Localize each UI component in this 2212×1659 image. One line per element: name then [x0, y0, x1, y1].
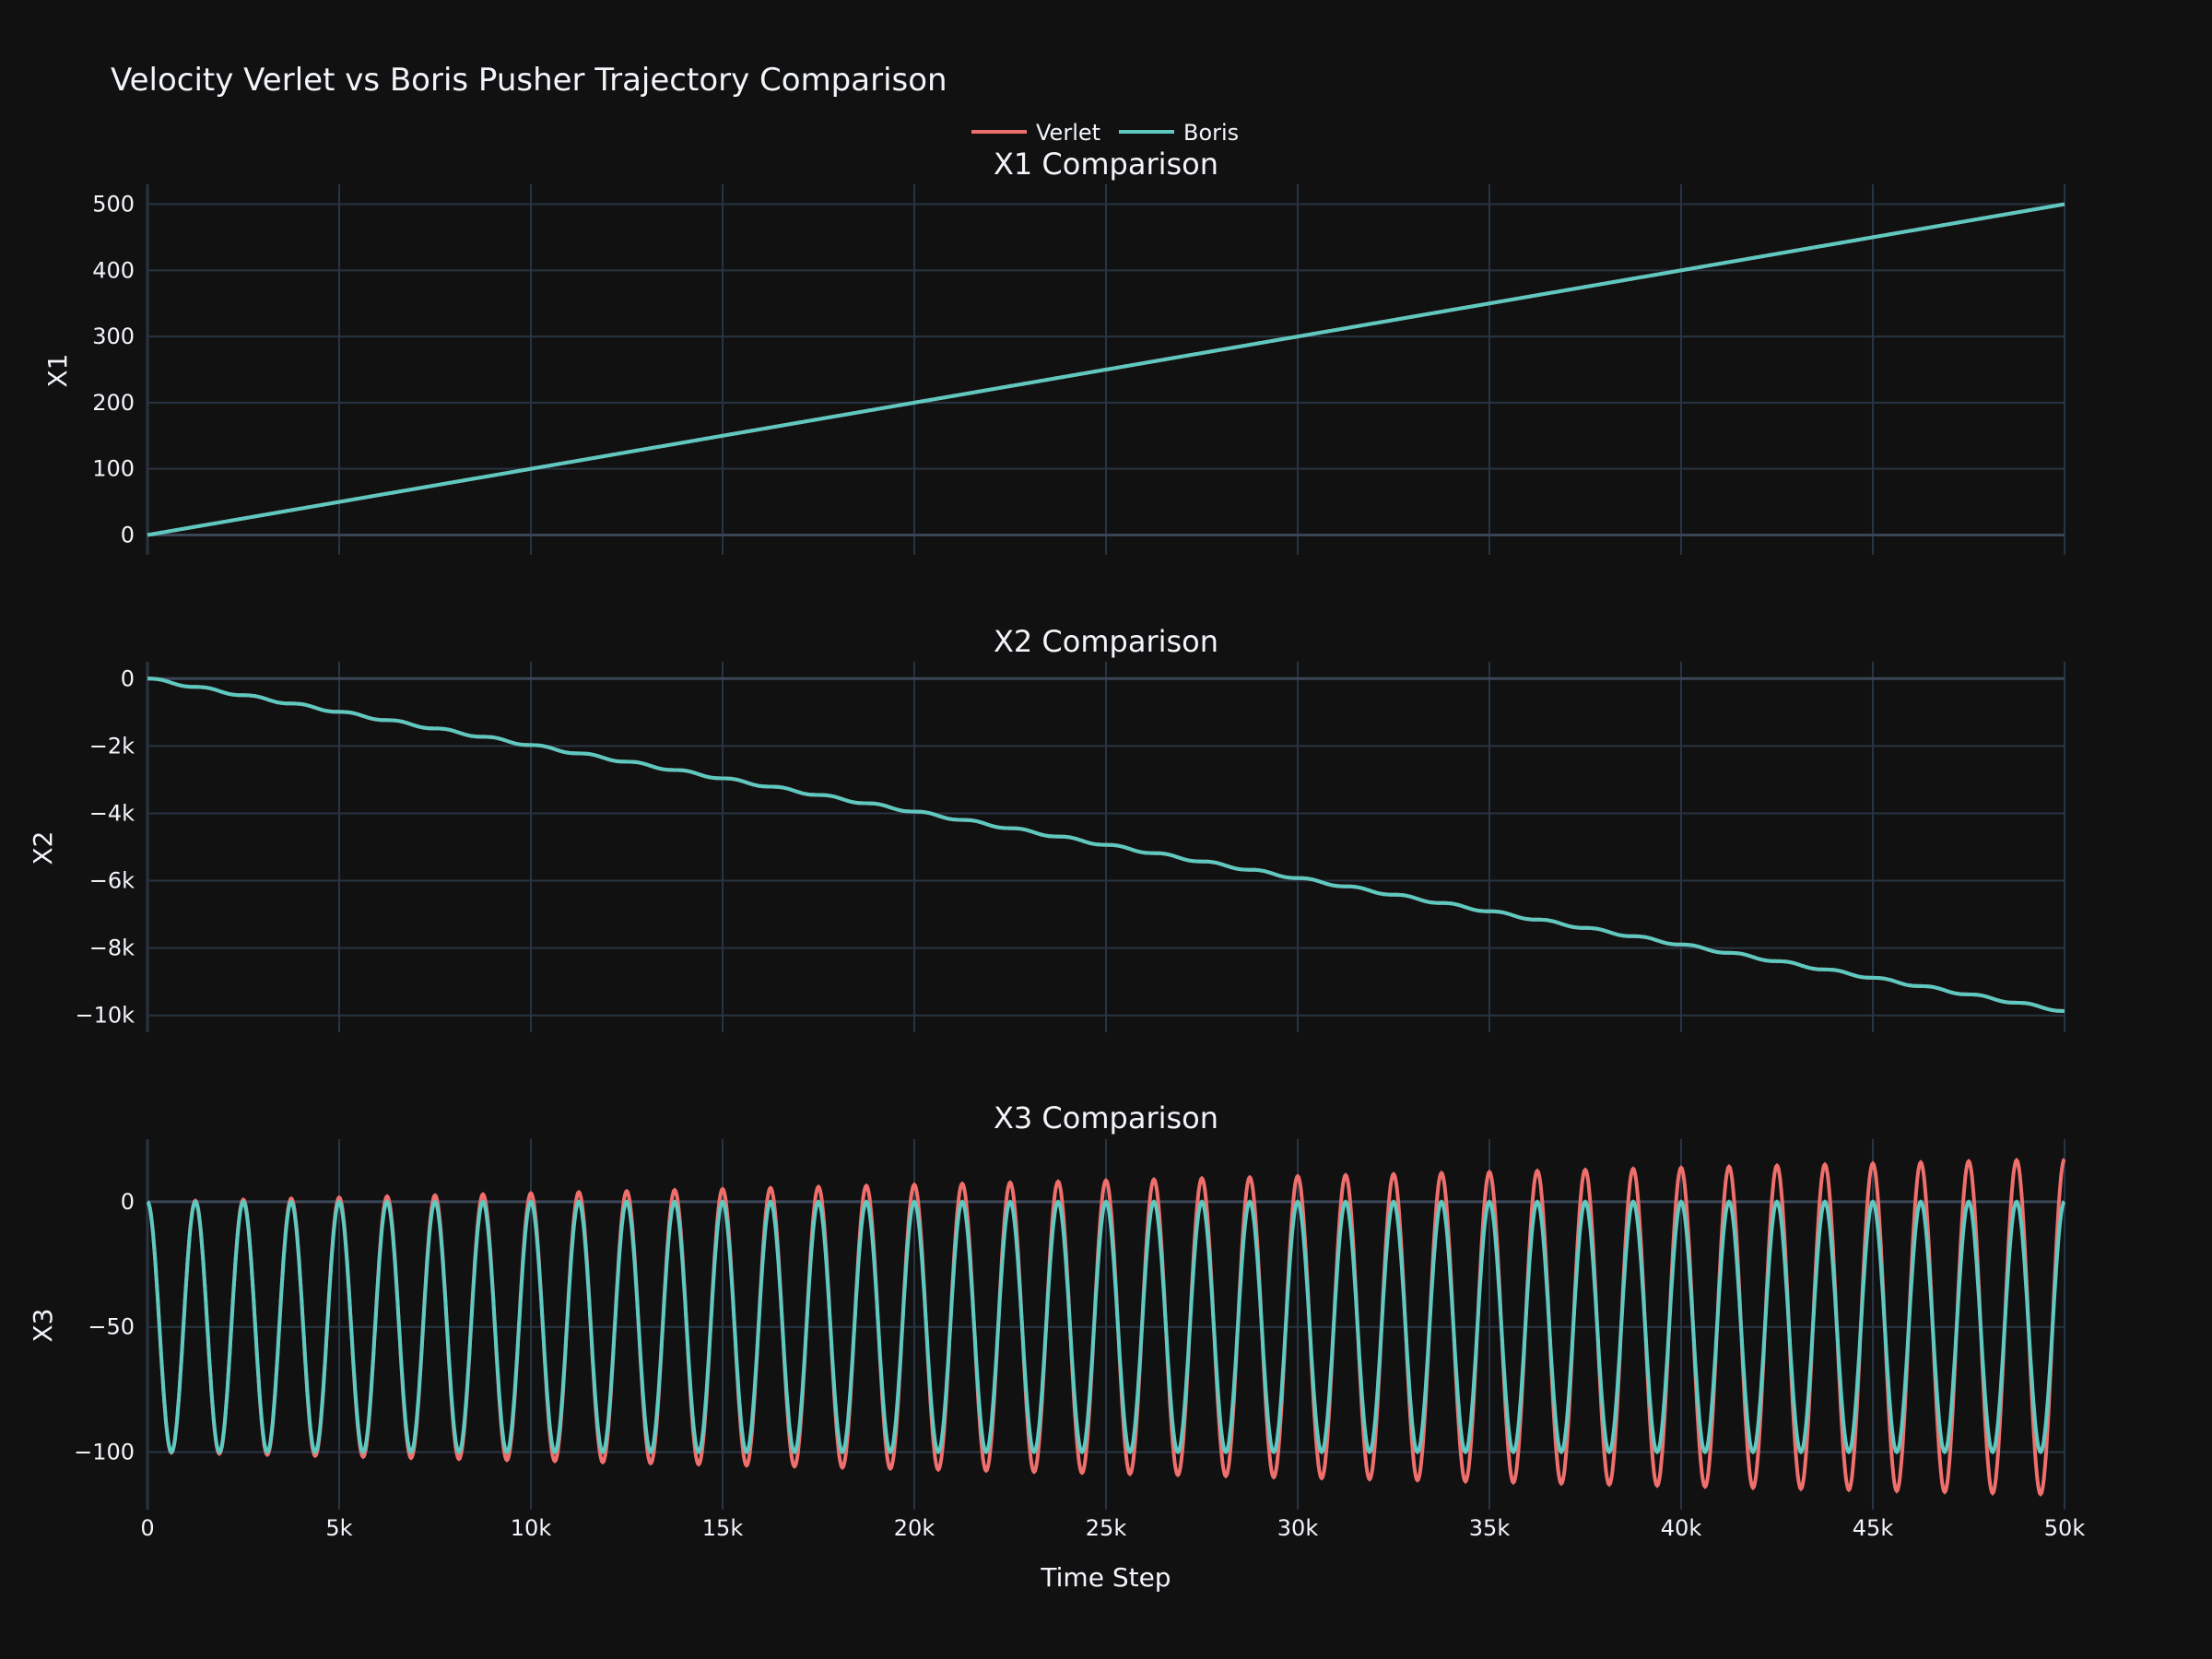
legend[interactable]: Verlet Boris: [971, 120, 1239, 146]
panel-x1: X1 Comparison X1 0 100 200 300 400 500: [42, 147, 2065, 555]
x-tick-label: 0: [140, 1515, 154, 1541]
x-tick-label: 25k: [1086, 1515, 1127, 1541]
y-ticks-x1: 0 100 200 300 400 500: [92, 192, 135, 548]
chart-title: Velocity Verlet vs Boris Pusher Trajecto…: [111, 62, 947, 99]
y-tick-label: −10k: [75, 1003, 135, 1029]
y-tick-label: 200: [92, 390, 135, 416]
x-tick-label: 15k: [702, 1515, 744, 1541]
x-axis-ticks: 0 5k 10k 15k 20k 25k 30k 35k 40k 45k 50k: [140, 1515, 2085, 1541]
x-tick-label: 35k: [1469, 1515, 1511, 1541]
y-tick-label: −2k: [89, 733, 135, 759]
legend-item-boris[interactable]: Boris: [1119, 120, 1239, 146]
legend-label-boris: Boris: [1183, 120, 1239, 146]
x-axis-title: Time Step: [1040, 1562, 1171, 1593]
gridlines-x1: [146, 184, 2065, 555]
legend-item-verlet[interactable]: Verlet: [971, 120, 1100, 146]
boris-line-x1: [147, 202, 2065, 537]
y-axis-title-x3: X3: [28, 1309, 58, 1343]
boris-line-x3: [146, 1199, 2066, 1455]
series-x2: [147, 677, 2065, 1013]
y-axis-title-x2: X2: [28, 831, 58, 865]
y-axis-title-x1: X1: [42, 354, 73, 388]
gridlines-x2: [146, 662, 2065, 1032]
x-tick-label: 40k: [1661, 1515, 1702, 1541]
x-tick-label: 45k: [1853, 1515, 1894, 1541]
series-x3: [146, 1157, 2066, 1498]
x-tick-label: 5k: [325, 1515, 352, 1541]
y-tick-label: −8k: [89, 935, 135, 961]
y-tick-label: 300: [92, 324, 135, 349]
y-tick-label: 0: [121, 665, 135, 691]
y-tick-label: 0: [121, 522, 135, 547]
legend-label-verlet: Verlet: [1036, 120, 1100, 146]
series-x1: [147, 202, 2065, 537]
y-tick-label: 400: [92, 257, 135, 283]
y-tick-label: −50: [88, 1314, 135, 1340]
panel-x2: X2 Comparison X2 0 −2k −4k −6k −8k −10k: [28, 624, 2065, 1032]
y-tick-label: 100: [92, 456, 135, 482]
subplot-title-x2: X2 Comparison: [994, 624, 1218, 659]
y-tick-label: 500: [92, 192, 135, 218]
y-ticks-x2: 0 −2k −4k −6k −8k −10k: [75, 665, 135, 1028]
y-tick-label: 0: [121, 1189, 135, 1215]
subplot-title-x3: X3 Comparison: [994, 1100, 1218, 1135]
x-tick-label: 10k: [511, 1515, 552, 1541]
x-tick-label: 50k: [2044, 1515, 2086, 1541]
subplot-title-x1: X1 Comparison: [994, 147, 1218, 182]
y-tick-label: −4k: [89, 800, 135, 826]
panel-x3: X3 Comparison X3 0 −50 −100: [28, 1100, 2066, 1510]
boris-line-x2: [147, 677, 2065, 1013]
x-tick-label: 30k: [1277, 1515, 1319, 1541]
y-tick-label: −6k: [89, 868, 135, 894]
x-tick-label: 20k: [894, 1515, 935, 1541]
y-ticks-x3: 0 −50 −100: [74, 1189, 135, 1465]
y-tick-label: −100: [74, 1440, 135, 1465]
